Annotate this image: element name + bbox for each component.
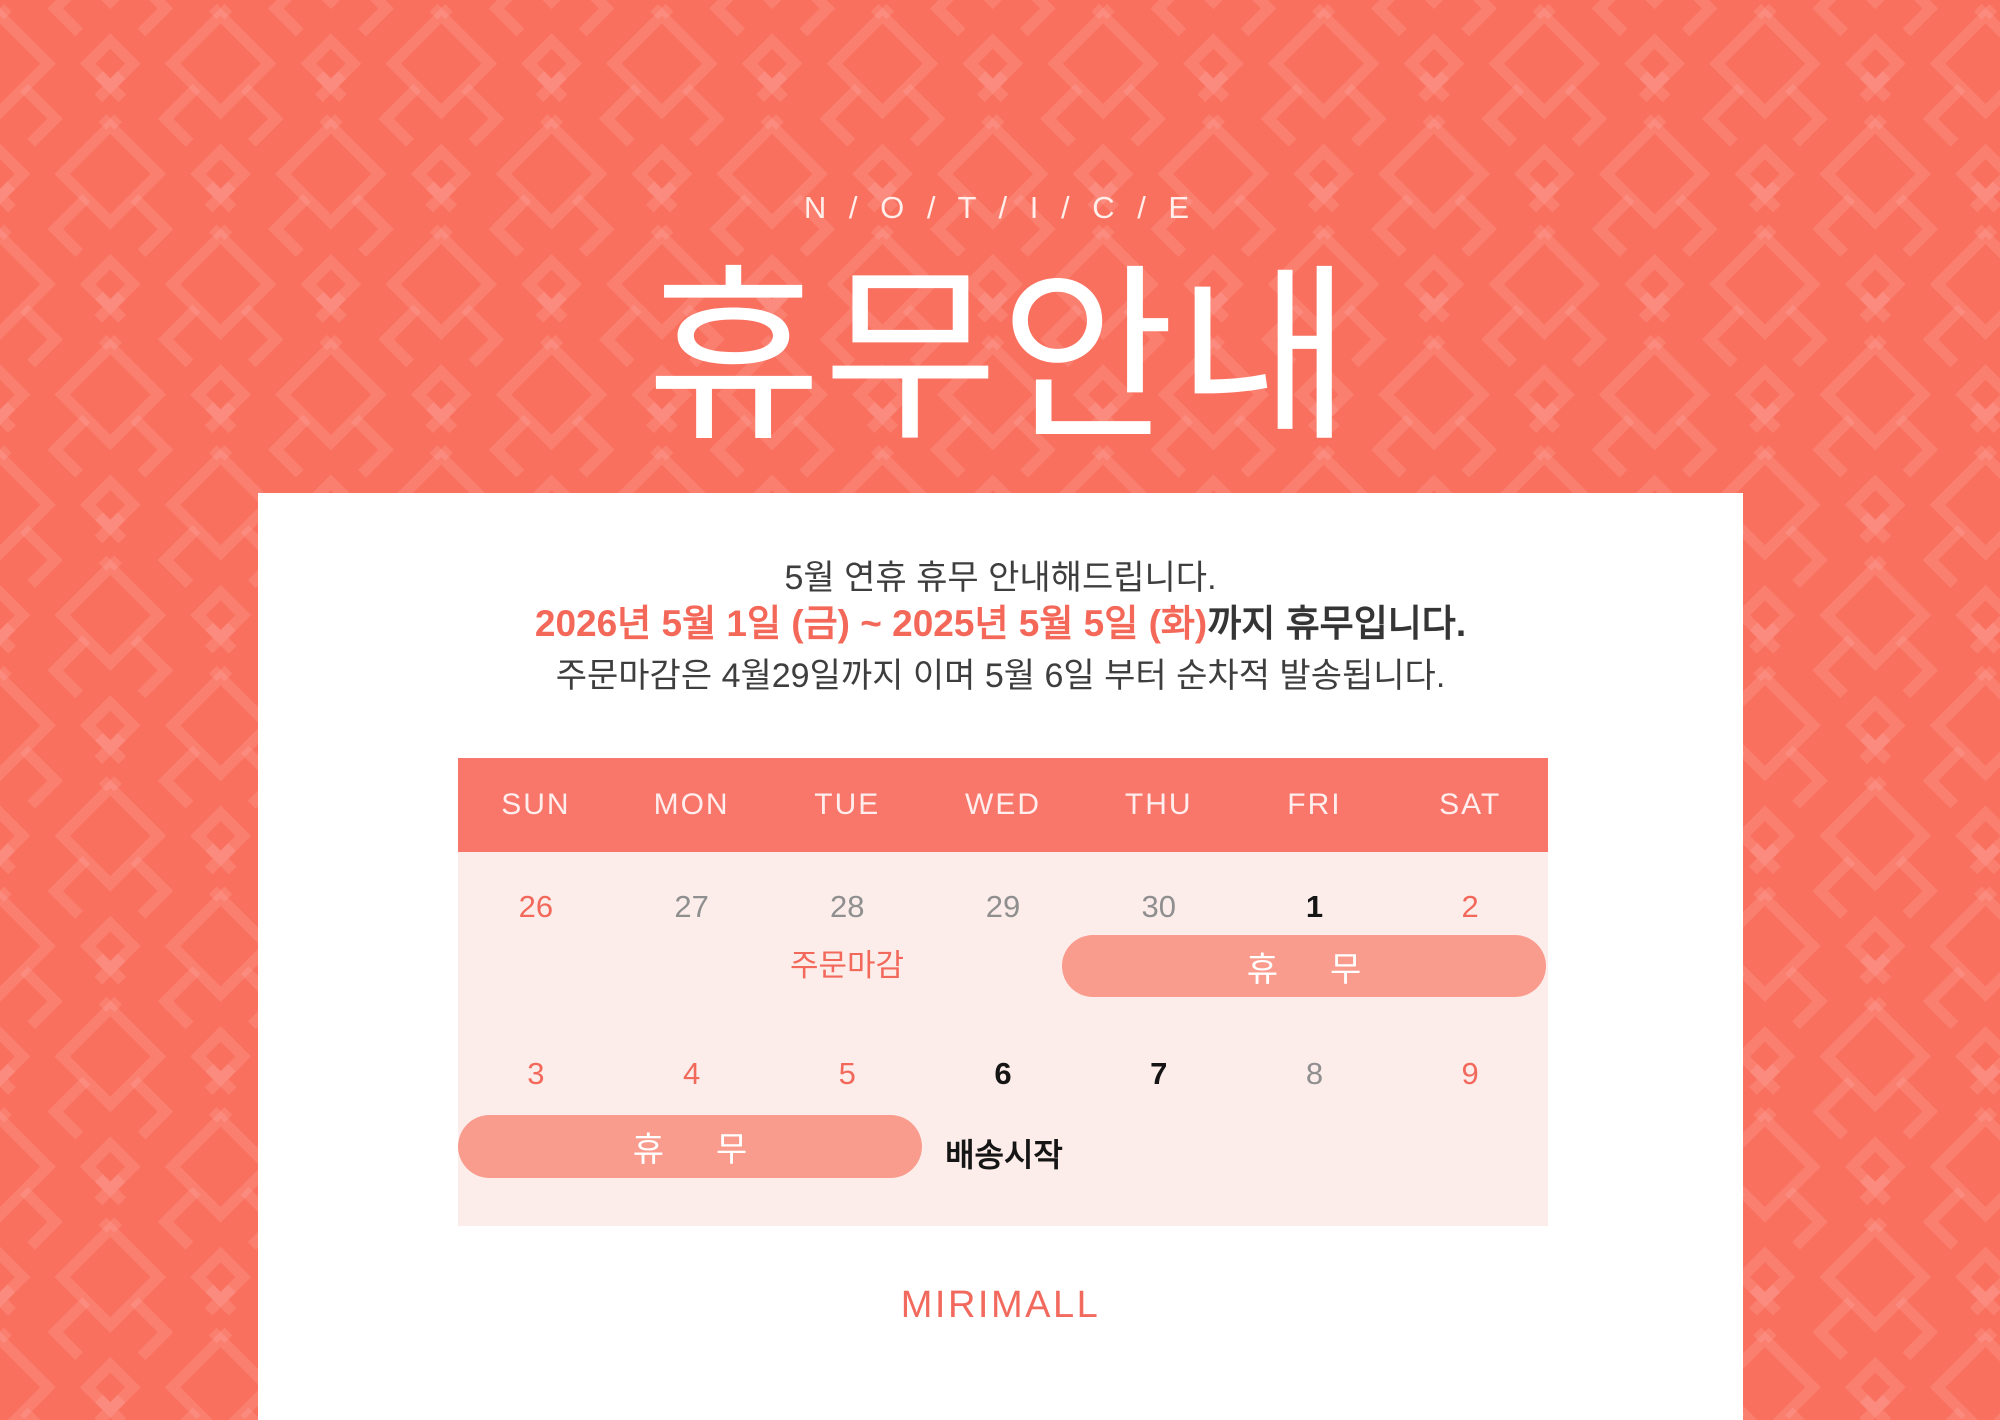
weekday-wed: WED bbox=[965, 788, 1042, 821]
calendar-week-1: 26 27 28 29 30 1 2 bbox=[458, 885, 1548, 929]
intro-line-2: 2026년 5월 1일 (금) ~ 2025년 5월 5일 (화)까지 휴무입니… bbox=[258, 600, 1743, 648]
date-cell: 2 bbox=[1461, 889, 1479, 924]
date-cell: 29 bbox=[985, 889, 1021, 924]
calendar-week-2: 3 4 5 6 7 8 9 bbox=[458, 1052, 1548, 1096]
weekday-sun: SUN bbox=[501, 788, 571, 821]
date-cell: 26 bbox=[518, 889, 554, 924]
intro-line-3: 주문마감은 4월29일까지 이며 5월 6일 부터 순차적 발송됩니다. bbox=[555, 657, 1446, 695]
weekday-fri: FRI bbox=[1287, 788, 1342, 821]
date-cell: 5 bbox=[838, 1056, 856, 1091]
date-cell: 27 bbox=[674, 889, 709, 924]
weekday-tue: TUE bbox=[814, 788, 881, 821]
closed-pill-char: 휴 bbox=[632, 1131, 664, 1169]
date-cell: 1 bbox=[1305, 889, 1324, 924]
order-deadline-label: 주문마감 bbox=[789, 948, 905, 983]
weekday-thu: THU bbox=[1124, 788, 1193, 821]
calendar-body: 26 27 28 29 30 1 2 주문마감 휴 무 3 4 5 bbox=[458, 852, 1548, 1226]
weekday-mon: MON bbox=[653, 788, 730, 821]
closed-pill-char: 휴 bbox=[1246, 950, 1278, 989]
page-title: 휴무안내 bbox=[646, 252, 1354, 464]
date-cell: 3 bbox=[527, 1056, 545, 1091]
closed-pill-week2: 휴 무 bbox=[458, 1115, 922, 1178]
closed-pill-week1: 휴 무 bbox=[1062, 935, 1546, 997]
holiday-date-suffix: 까지 휴무입니다. bbox=[1207, 603, 1467, 644]
date-cell: 28 bbox=[830, 889, 865, 924]
date-cell: 9 bbox=[1461, 1056, 1479, 1091]
weekday-sat: SAT bbox=[1439, 788, 1502, 821]
date-cell: 4 bbox=[682, 1056, 701, 1091]
closed-pill-char: 무 bbox=[1330, 950, 1362, 989]
intro-line-1: 5월 연휴 휴무 안내해드립니다. bbox=[784, 559, 1217, 597]
date-cell: 7 bbox=[1150, 1056, 1168, 1091]
holiday-calendar: SUN MON TUE WED THU FRI SAT 26 27 28 29 … bbox=[458, 758, 1548, 1226]
notice-eyebrow: N / O / T / I / C / E bbox=[803, 190, 1197, 225]
date-cell: 6 bbox=[994, 1056, 1012, 1091]
brand-footer: MIRIMALL bbox=[900, 1284, 1101, 1326]
notice-card: 5월 연휴 휴무 안내해드립니다. 2026년 5월 1일 (금) ~ 2025… bbox=[258, 493, 1743, 1420]
closed-pill-char: 무 bbox=[716, 1131, 748, 1169]
date-cell: 8 bbox=[1305, 1056, 1324, 1091]
calendar-weekday-header: SUN MON TUE WED THU FRI SAT bbox=[458, 758, 1548, 852]
date-cell: 30 bbox=[1141, 889, 1176, 924]
holiday-date-range: 2026년 5월 1일 (금) ~ 2025년 5월 5일 (화) bbox=[534, 603, 1208, 644]
shipping-start-label: 배송시작 bbox=[945, 1137, 1063, 1173]
